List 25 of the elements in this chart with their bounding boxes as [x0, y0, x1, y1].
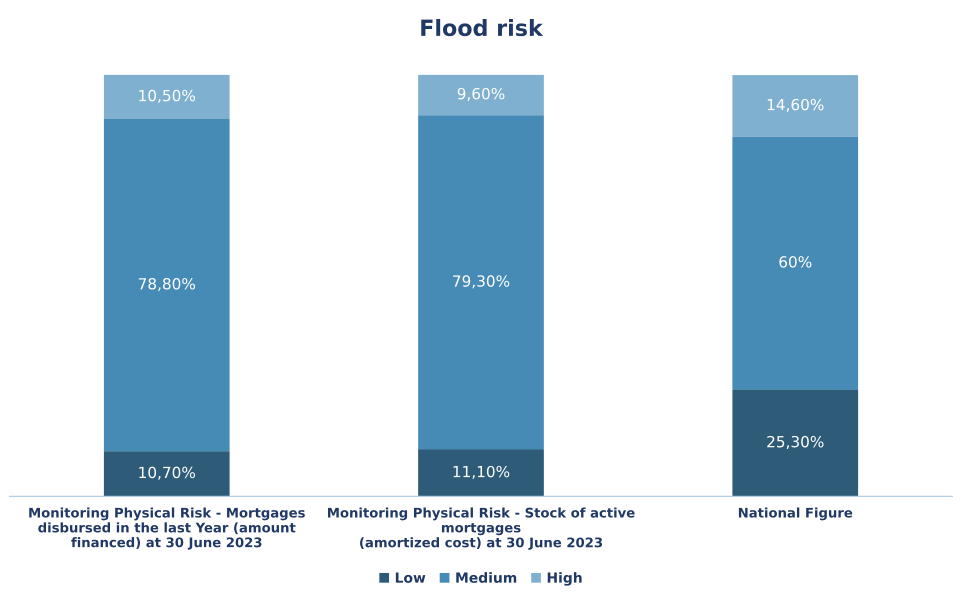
bar [104, 74, 230, 120]
data-label: 10,70% [139, 466, 196, 480]
legend-label: Low [396, 572, 426, 583]
legend-label: Medium [456, 572, 516, 583]
data-label: 25,30% [767, 436, 824, 449]
data-label: 60% [779, 256, 812, 268]
x-tick-label: Monitoring Physical Risk - Mortgages disbursed in the last Year (amount financed) at 30 June 2023 [29, 507, 305, 550]
data-label: 10,50% [139, 90, 196, 103]
bar [418, 450, 544, 496]
data-label: 79,30% [453, 275, 510, 288]
bar [732, 390, 858, 496]
chart-title: Flood risk [421, 18, 544, 36]
data-label: 9,60% [458, 88, 504, 101]
bar [732, 75, 858, 137]
data-label: 78,80% [138, 278, 196, 292]
x-tick-label: Monitoring Physical Risk - Stock of active mortgages (amortized cost) at 30 June 2023 [328, 507, 635, 550]
data-label: 14,60% [768, 98, 824, 112]
bar [418, 74, 544, 116]
x-tick-label: National Figure [738, 507, 852, 520]
bar [104, 119, 230, 452]
bar [104, 451, 230, 496]
data-label: 11,10% [454, 466, 510, 479]
bar [732, 136, 858, 390]
legend-label: High [548, 572, 582, 586]
bar [418, 115, 544, 450]
